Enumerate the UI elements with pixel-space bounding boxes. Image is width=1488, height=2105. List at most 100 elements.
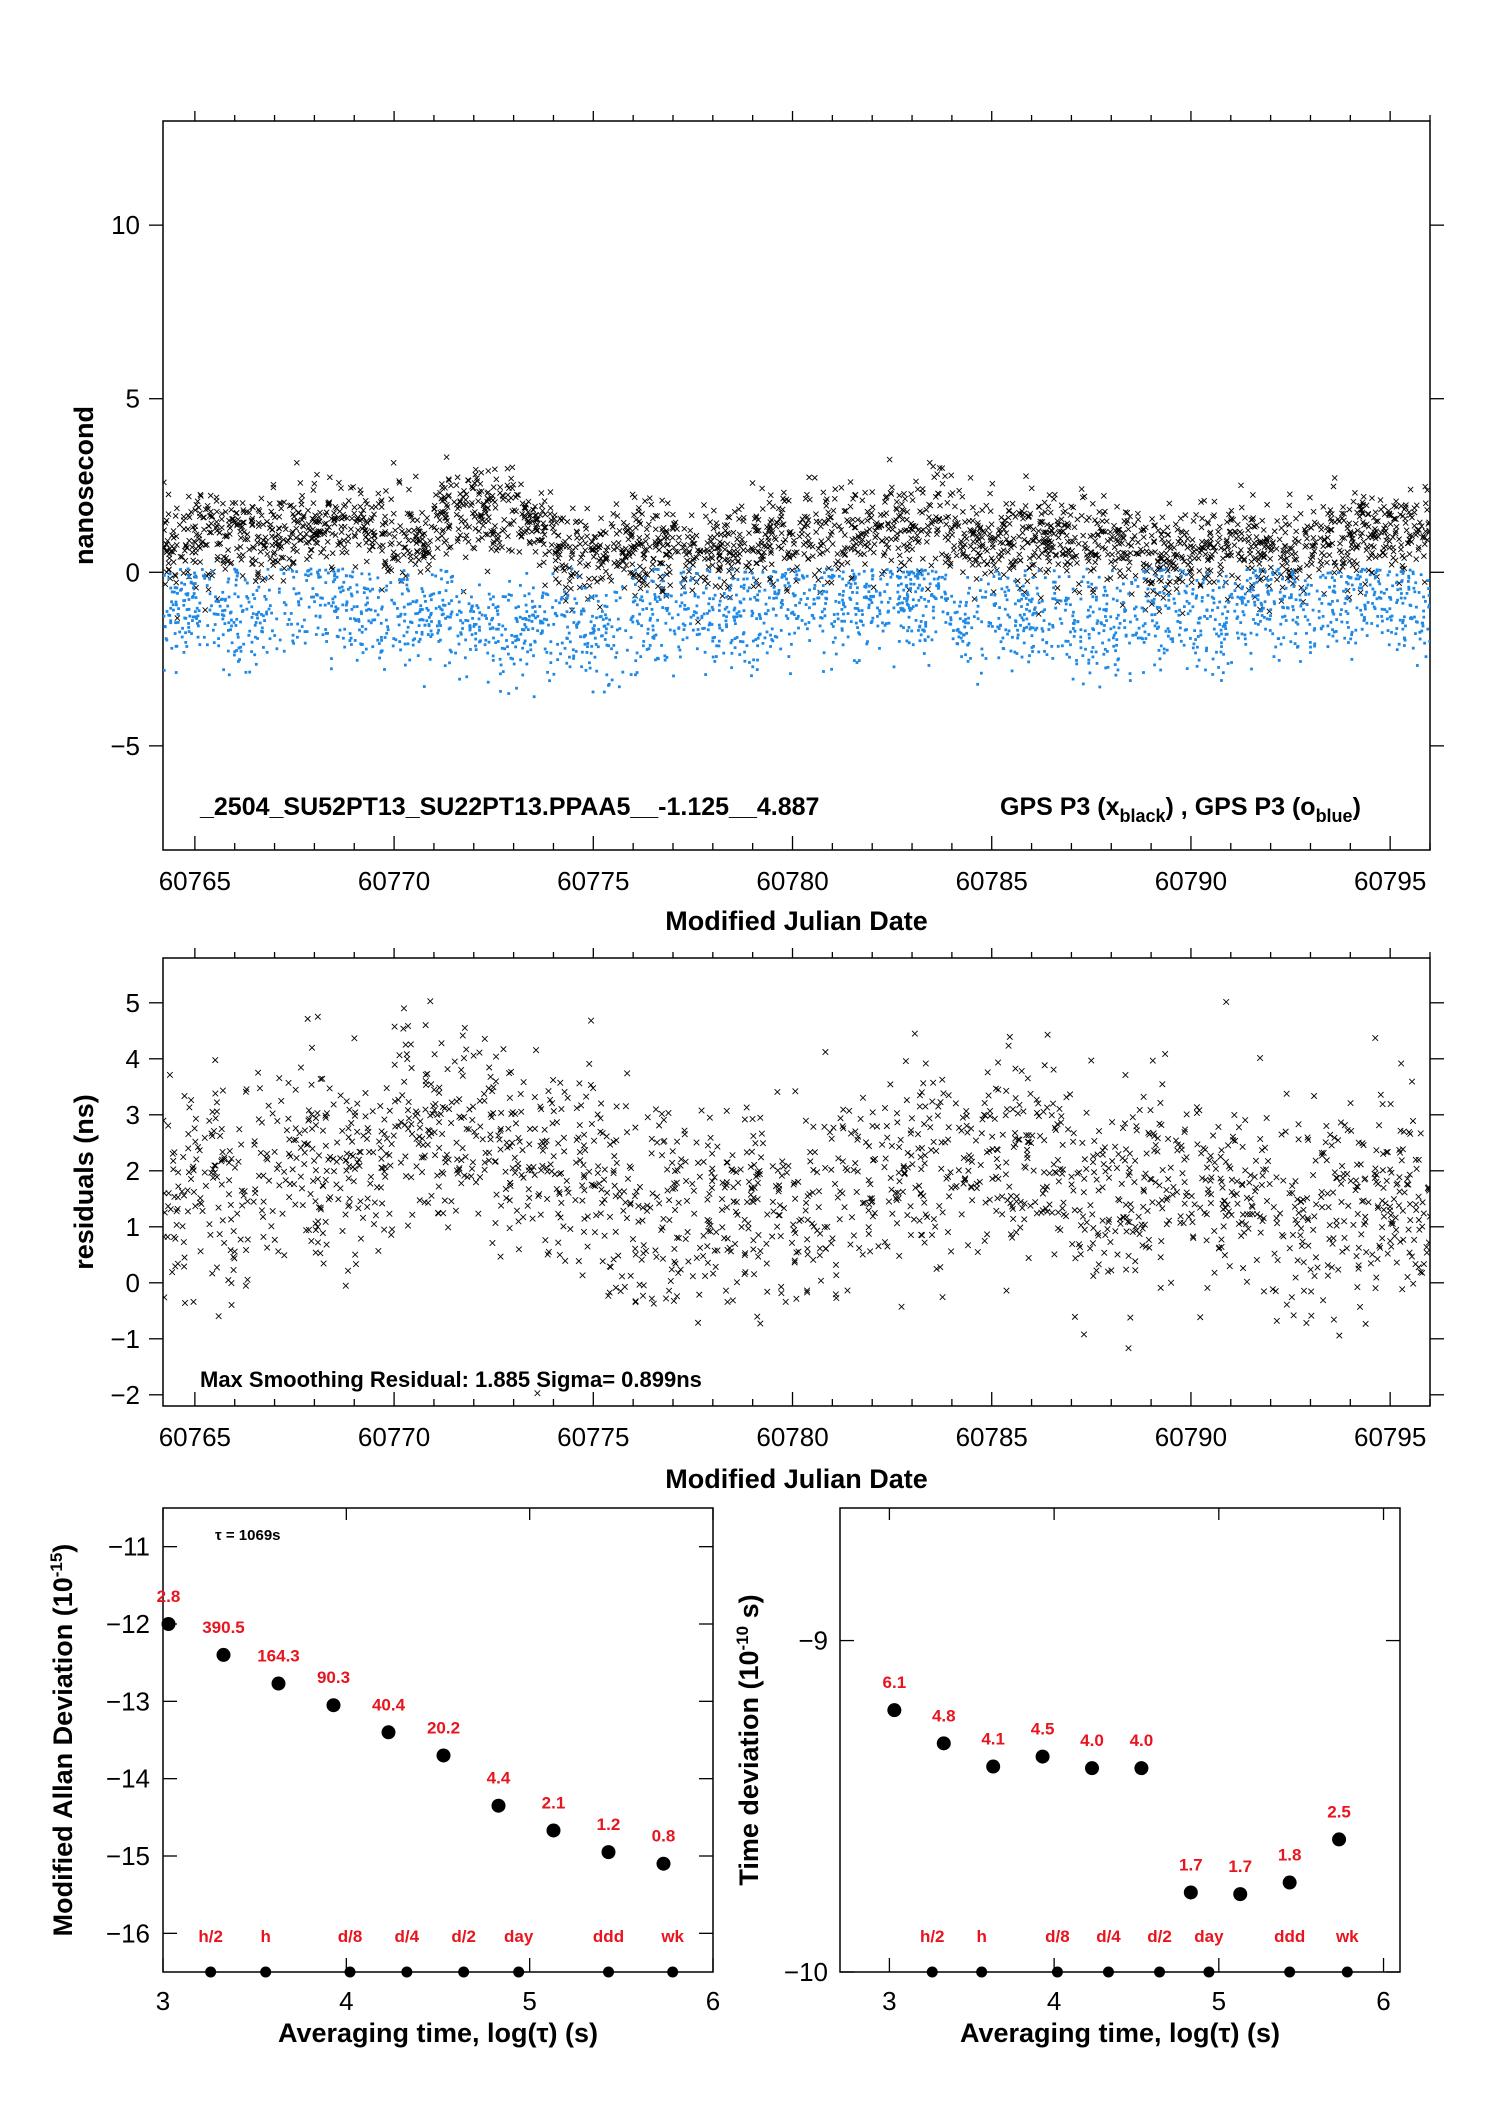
black-x-point xyxy=(768,517,775,523)
blue-dot-point xyxy=(1194,596,1198,600)
black-x-point xyxy=(906,556,913,563)
black-x-point xyxy=(631,494,638,501)
black-x-point xyxy=(609,523,616,530)
black-x-point xyxy=(1067,512,1074,518)
black-x-point xyxy=(1016,533,1022,540)
black-x-point xyxy=(388,518,395,525)
black-x-point xyxy=(1105,551,1111,558)
blue-dot-point xyxy=(937,584,941,588)
black-x-point xyxy=(1151,538,1157,545)
black-x-point xyxy=(599,574,606,581)
blue-dot-point xyxy=(852,572,856,576)
blue-dot-point xyxy=(1146,587,1150,591)
blue-dot-point xyxy=(748,661,751,664)
black-x-point xyxy=(1338,549,1345,556)
blue-dot-point xyxy=(514,639,518,642)
blue-dot-point xyxy=(1395,648,1399,652)
black-x-point xyxy=(1084,545,1090,552)
black-x-point xyxy=(644,582,650,589)
blue-dot-point xyxy=(1086,615,1090,619)
blue-dot-point xyxy=(486,680,490,684)
black-x-point xyxy=(381,530,388,537)
black-x-point xyxy=(1411,522,1418,529)
black-x-point xyxy=(613,501,620,508)
blue-dot-point xyxy=(1279,642,1283,646)
blue-dot-point xyxy=(725,615,728,619)
blue-dot-point xyxy=(311,587,315,590)
black-x-point xyxy=(767,550,774,556)
blue-dot-point xyxy=(1344,597,1348,600)
black-x-point xyxy=(714,523,721,530)
blue-dot-point xyxy=(1105,602,1109,606)
black-x-point xyxy=(960,550,967,557)
blue-dot-point xyxy=(583,642,587,646)
blue-dot-point xyxy=(754,638,758,641)
blue-dot-point xyxy=(341,636,345,640)
blue-dot-point xyxy=(376,638,380,642)
black-x-point xyxy=(188,508,195,515)
blue-dot-point xyxy=(357,620,361,623)
blue-dot-point xyxy=(236,660,240,663)
black-x-point xyxy=(313,519,320,526)
blue-dot-point xyxy=(449,650,453,654)
blue-dot-point xyxy=(403,663,407,667)
blue-dot-point xyxy=(998,624,1002,627)
blue-dot-point xyxy=(1265,577,1269,581)
black-x-point xyxy=(328,564,335,571)
blue-dot-point xyxy=(1317,616,1321,620)
blue-dot-point xyxy=(702,591,706,595)
blue-dot-point xyxy=(1135,617,1139,621)
blue-dot-point xyxy=(191,619,194,622)
blue-dot-point xyxy=(1087,632,1091,636)
black-x-point xyxy=(294,519,301,526)
black-x-point xyxy=(572,544,579,551)
blue-dot-point xyxy=(491,654,495,658)
black-x-point xyxy=(1190,517,1197,524)
blue-dot-point xyxy=(717,644,721,648)
black-x-point xyxy=(963,535,970,542)
blue-dot-point xyxy=(188,614,192,618)
black-x-point xyxy=(989,480,996,487)
blue-dot-point xyxy=(1304,586,1308,590)
black-x-point xyxy=(463,532,470,539)
black-x-point xyxy=(300,514,307,521)
black-x-point xyxy=(952,503,958,510)
blue-dot-point xyxy=(331,580,335,584)
black-x-point xyxy=(1260,527,1267,533)
black-x-point xyxy=(1406,509,1413,516)
blue-dot-point xyxy=(1241,610,1245,614)
black-x-point xyxy=(1022,503,1029,509)
blue-dot-point xyxy=(1185,584,1189,588)
black-x-point xyxy=(1324,559,1330,566)
blue-dot-point xyxy=(660,585,664,589)
blue-dot-point xyxy=(1405,591,1409,595)
black-x-point xyxy=(820,489,827,496)
blue-dot-point xyxy=(366,587,370,591)
blue-dot-point xyxy=(593,636,597,640)
black-x-point xyxy=(504,465,511,472)
blue-dot-point xyxy=(924,568,927,572)
blue-dot-point xyxy=(277,590,281,594)
blue-dot-point xyxy=(657,595,661,599)
blue-dot-point xyxy=(974,598,978,602)
black-x-point xyxy=(316,530,323,537)
blue-dot-point xyxy=(391,644,395,648)
blue-dot-point xyxy=(587,598,590,602)
black-x-point xyxy=(778,510,785,516)
black-x-point xyxy=(1309,554,1316,560)
black-x-point xyxy=(275,531,282,538)
black-x-point xyxy=(263,539,270,545)
blue-dot-point xyxy=(297,600,300,604)
blue-dot-point xyxy=(572,610,576,614)
blue-dot-point xyxy=(400,580,404,584)
blue-dot-point xyxy=(191,582,195,585)
blue-dot-point xyxy=(1346,582,1350,586)
blue-dot-point xyxy=(439,624,442,627)
blue-dot-point xyxy=(1104,666,1108,670)
blue-dot-point xyxy=(1262,615,1266,619)
blue-dot-point xyxy=(805,627,809,631)
black-x-point xyxy=(333,505,340,512)
blue-dot-point xyxy=(1270,588,1273,592)
blue-dot-point xyxy=(860,609,864,612)
blue-dot-point xyxy=(1252,582,1256,585)
